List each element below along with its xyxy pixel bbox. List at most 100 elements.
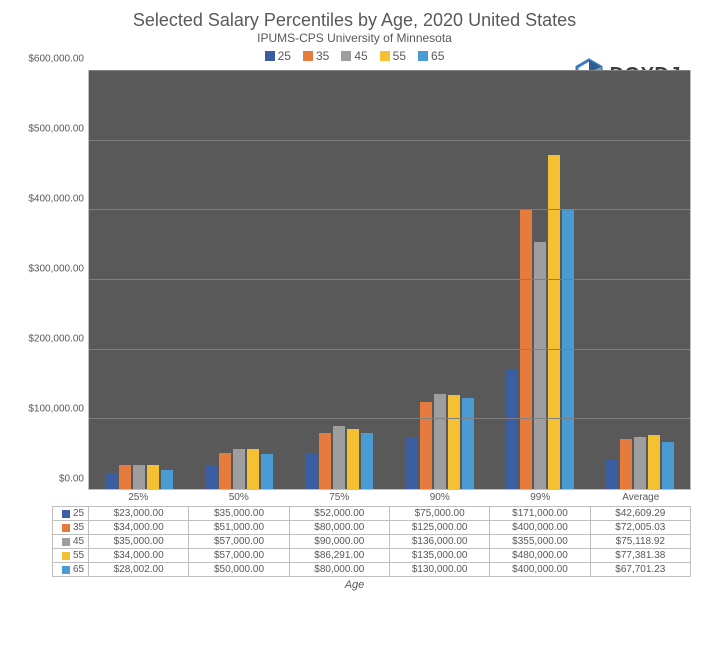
table-cell: $42,609.29 (590, 507, 690, 521)
row-swatch (62, 510, 70, 518)
bar-group (89, 71, 189, 489)
y-tick-label: $200,000.00 (28, 334, 84, 345)
table-cell: $80,000.00 (289, 521, 389, 535)
bar (662, 442, 674, 489)
table-row: 35 $34,000.00$51,000.00$80,000.00$125,000… (53, 521, 691, 535)
table-cell: $67,701.23 (590, 563, 690, 577)
table-cell: $72,005.03 (590, 521, 690, 535)
row-header: 65 (53, 563, 89, 577)
table-cell: $57,000.00 (189, 535, 289, 549)
bar (333, 426, 345, 489)
y-tick-label: $600,000.00 (28, 54, 84, 65)
y-tick-label: $500,000.00 (28, 124, 84, 135)
bar (205, 465, 217, 489)
legend-label: 65 (431, 49, 444, 63)
table-cell: $125,000.00 (389, 521, 489, 535)
x-category-label: 90% (390, 490, 491, 506)
plot-area: $0.00 $100,000.00 $200,000.00 $300,000.00 $4… (18, 70, 691, 490)
row-series-name: 25 (73, 508, 84, 519)
table-cell: $57,000.00 (189, 549, 289, 563)
bar (247, 449, 259, 489)
bar (219, 453, 231, 489)
legend-label: 55 (393, 49, 406, 63)
bar (562, 210, 574, 489)
y-tick-label: $300,000.00 (28, 264, 84, 275)
plot (88, 70, 691, 490)
table-cell: $171,000.00 (490, 507, 590, 521)
table-cell: $77,381.38 (590, 549, 690, 563)
chart-subtitle: IPUMS-CPS University of Minnesota (18, 31, 691, 45)
data-table: 25$23,000.00$35,000.00$52,000.00$75,000.… (52, 506, 691, 577)
bar (634, 437, 646, 489)
x-categories: 25%50%75%90%99%Average (88, 490, 691, 506)
bar-group (390, 71, 490, 489)
table-cell: $28,002.00 (89, 563, 189, 577)
legend-item: 65 (418, 49, 444, 63)
x-category-label: 75% (289, 490, 390, 506)
bar-group (189, 71, 289, 489)
x-category-label: 99% (490, 490, 591, 506)
table-cell: $90,000.00 (289, 535, 389, 549)
bar (420, 402, 432, 489)
row-series-name: 35 (73, 522, 84, 533)
x-category-label: 50% (189, 490, 290, 506)
table-cell: $35,000.00 (189, 507, 289, 521)
row-series-name: 55 (73, 550, 84, 561)
bar-group (490, 71, 590, 489)
legend-item: 55 (380, 49, 406, 63)
row-header: 45 (53, 535, 89, 549)
table-cell: $50,000.00 (189, 563, 289, 577)
table-cell: $400,000.00 (490, 521, 590, 535)
table-cell: $80,000.00 (289, 563, 389, 577)
table-cell: $355,000.00 (490, 535, 590, 549)
y-axis: $0.00 $100,000.00 $200,000.00 $300,000.00 $4… (18, 70, 88, 490)
bar (105, 473, 117, 489)
bar (305, 453, 317, 489)
gridline (89, 418, 690, 419)
table-cell: $86,291.00 (289, 549, 389, 563)
gridline (89, 349, 690, 350)
bar (520, 210, 532, 489)
y-tick-label: $0.00 (59, 474, 84, 485)
legend-label: 25 (278, 49, 291, 63)
table-cell: $34,000.00 (89, 521, 189, 535)
bar (462, 398, 474, 489)
gridline (89, 279, 690, 280)
bar (361, 433, 373, 489)
gridline (89, 140, 690, 141)
bar-group (590, 71, 690, 489)
table-row: 45$35,000.00$57,000.00$90,000.00$136,000… (53, 535, 691, 549)
legend-swatch (418, 51, 428, 61)
chart-title: Selected Salary Percentiles by Age, 2020… (18, 10, 691, 31)
table-cell: $35,000.00 (89, 535, 189, 549)
y-tick-label: $100,000.00 (28, 404, 84, 415)
bar (648, 435, 660, 489)
table-cell: $135,000.00 (389, 549, 489, 563)
gridline (89, 70, 690, 71)
bar (347, 429, 359, 489)
row-swatch (62, 538, 70, 546)
table-row: 25$23,000.00$35,000.00$52,000.00$75,000.… (53, 507, 691, 521)
legend-item: 25 (265, 49, 291, 63)
table-cell: $75,118.92 (590, 535, 690, 549)
table-cell: $23,000.00 (89, 507, 189, 521)
table-cell: $51,000.00 (189, 521, 289, 535)
bar (161, 470, 173, 490)
table-row: 65 $28,002.00$50,000.00$80,000.00$130,000… (53, 563, 691, 577)
row-swatch (62, 566, 70, 574)
row-header: 35 (53, 521, 89, 535)
row-series-name: 65 (73, 564, 84, 575)
table-cell: $130,000.00 (389, 563, 489, 577)
bar (434, 394, 446, 489)
bar (448, 395, 460, 489)
bar (119, 465, 131, 489)
row-swatch (62, 524, 70, 532)
gridline (89, 209, 690, 210)
bar (406, 437, 418, 489)
y-tick-label: $400,000.00 (28, 194, 84, 205)
bar (147, 465, 159, 489)
bar (548, 155, 560, 489)
bar (620, 439, 632, 489)
table-cell: $136,000.00 (389, 535, 489, 549)
row-swatch (62, 552, 70, 560)
